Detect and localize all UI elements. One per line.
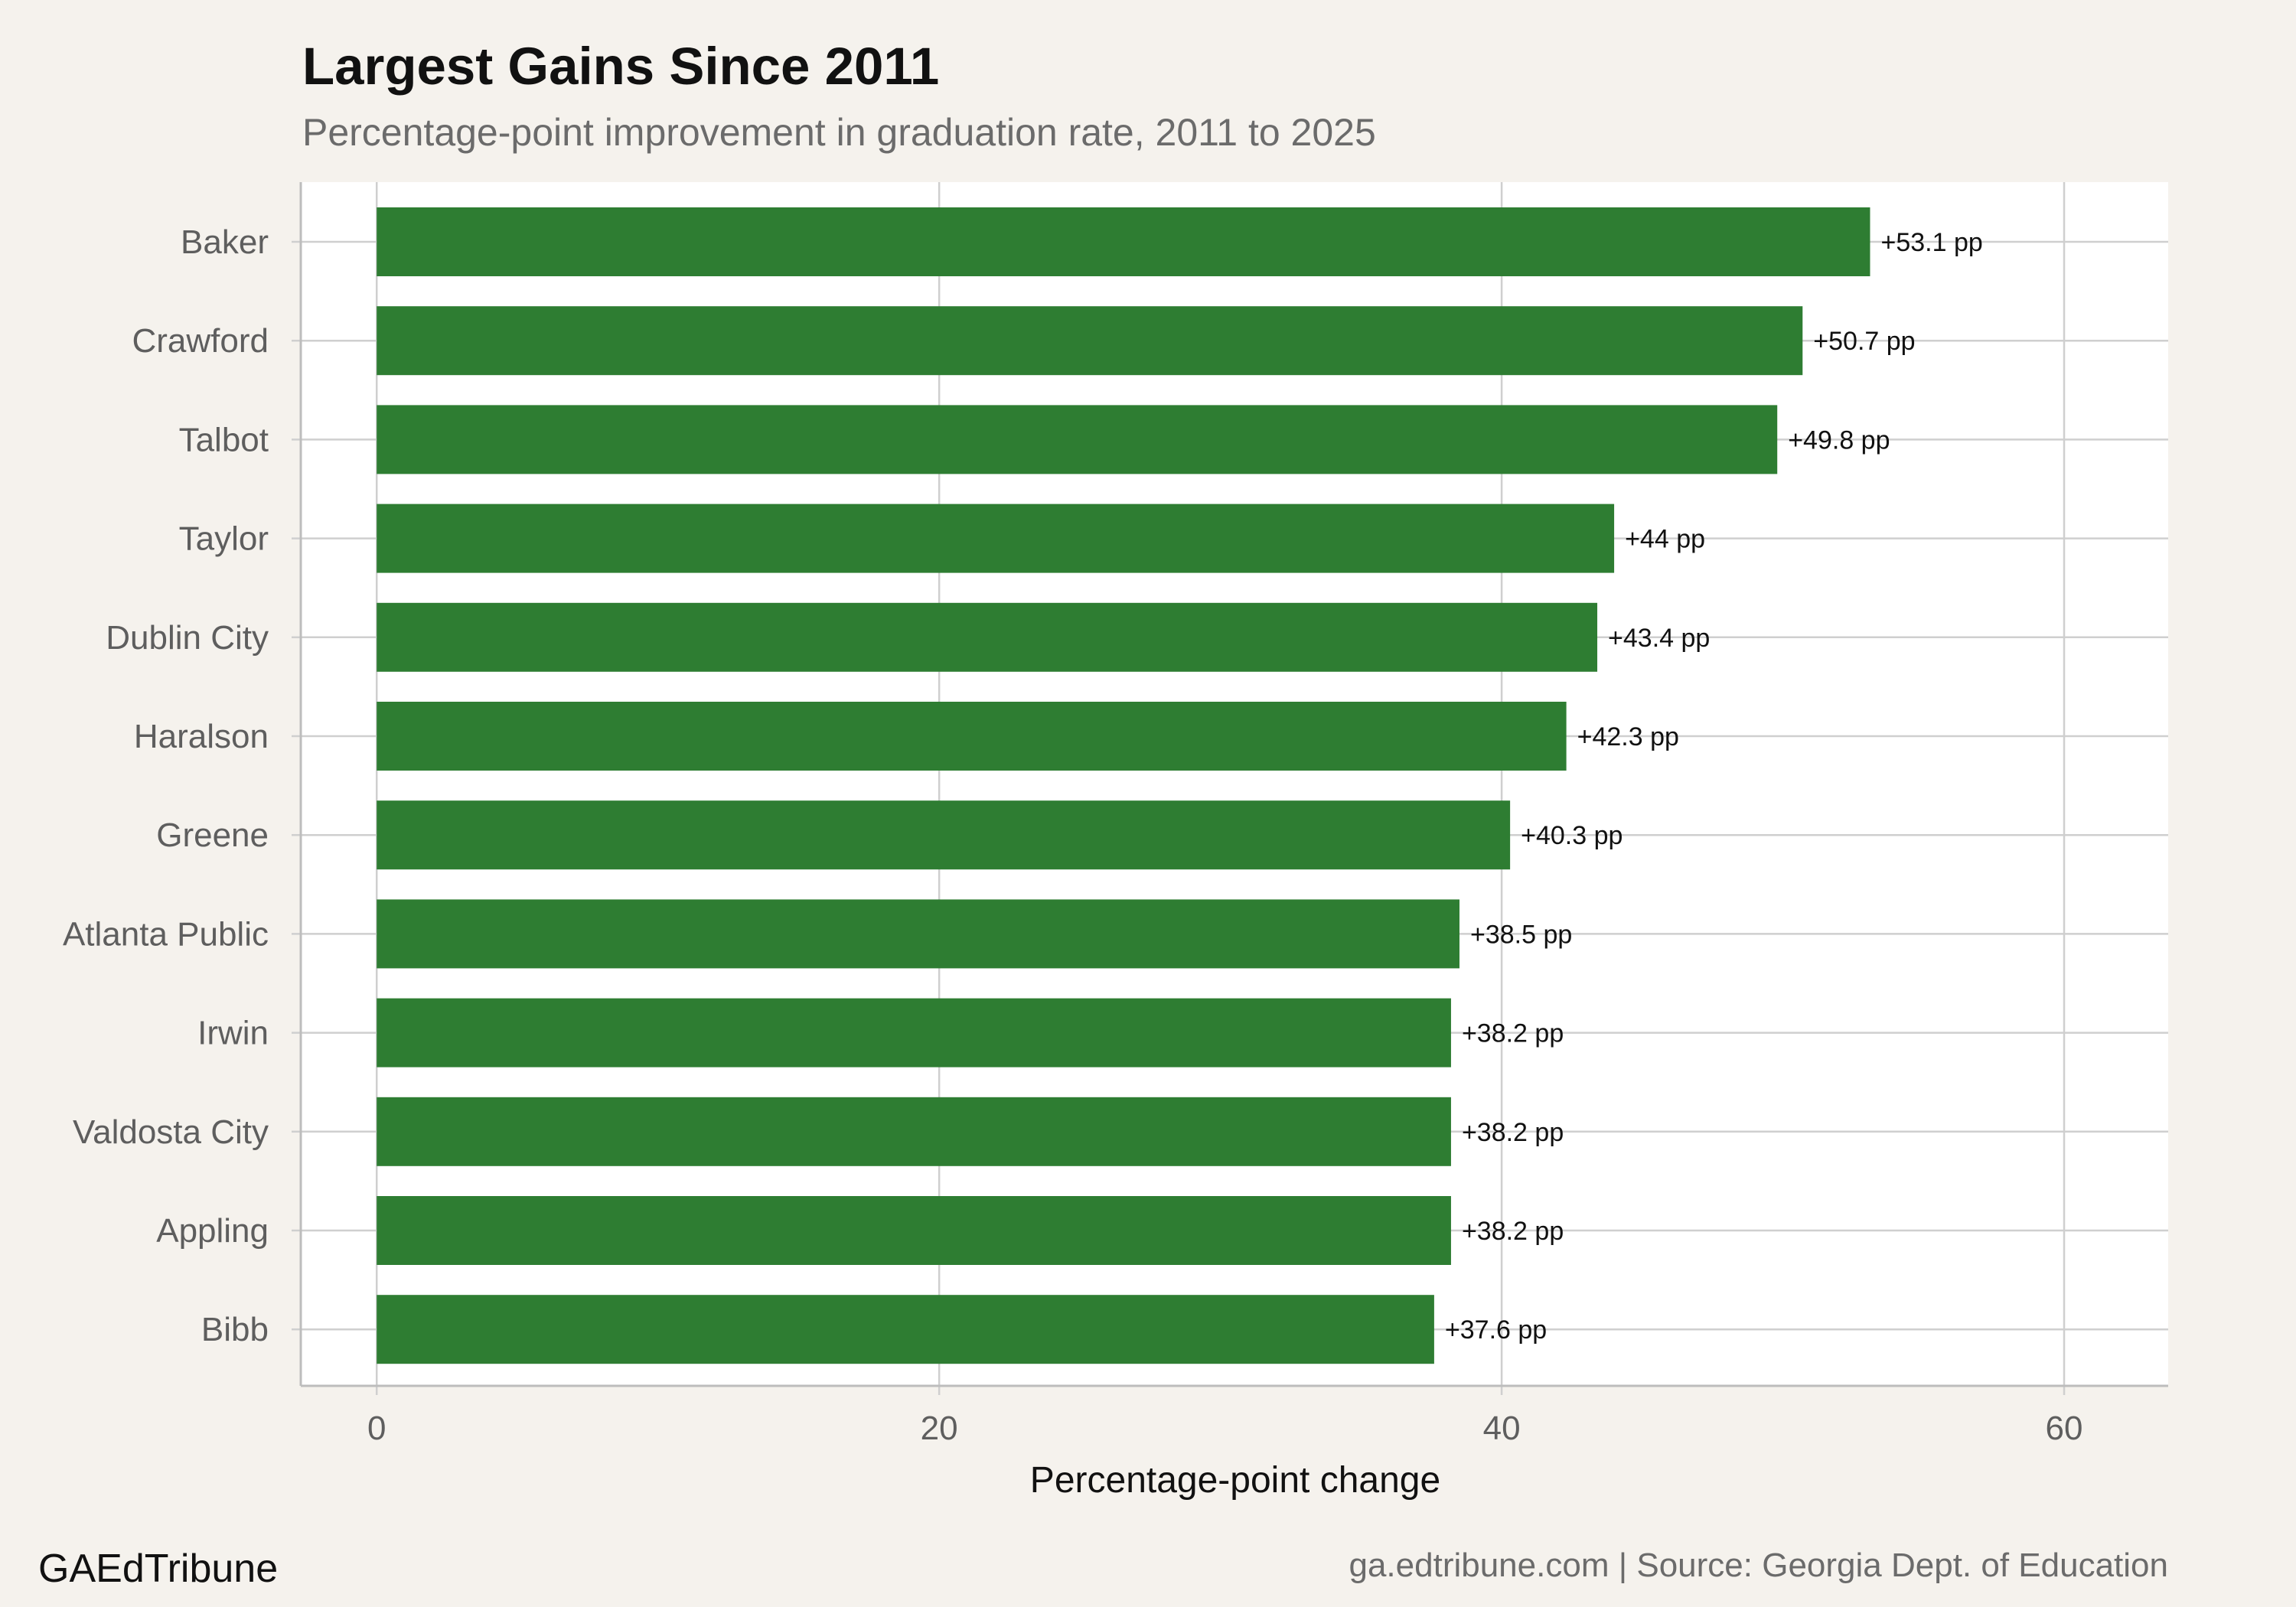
- x-tick-label: 40: [1483, 1410, 1521, 1447]
- x-tick-label: 0: [367, 1410, 386, 1447]
- bar-value-label: +38.5 pp: [1470, 920, 1572, 949]
- category-label: Valdosta City: [73, 1113, 269, 1151]
- category-label: Baker: [181, 223, 269, 261]
- bar-talbot: [377, 405, 1778, 474]
- bar-value-label: +38.2 pp: [1462, 1019, 1564, 1048]
- bar-baker: [377, 207, 1870, 276]
- category-labels: Baker Crawford Talbot Taylor Dublin City Hara…: [63, 223, 269, 1348]
- bar-value-label: +40.3 pp: [1521, 821, 1623, 850]
- bar-value-label: +37.6 pp: [1445, 1315, 1547, 1345]
- category-label: Greene: [156, 817, 269, 854]
- bar-appling: [377, 1196, 1451, 1265]
- bar-dublin-city: [377, 602, 1598, 672]
- x-tick-label: 20: [921, 1410, 958, 1447]
- category-label: Taylor: [179, 520, 269, 558]
- bar-value-label: +53.1 pp: [1880, 228, 1982, 257]
- bar-taylor: [377, 504, 1615, 573]
- x-axis: 0 20 40 60: [292, 182, 2168, 1447]
- bar-value-label: +49.8 pp: [1788, 425, 1890, 455]
- category-label: Dublin City: [106, 619, 269, 657]
- bar-irwin: [377, 998, 1451, 1068]
- bar-value-label: +38.2 pp: [1462, 1118, 1564, 1147]
- category-label: Crawford: [132, 322, 269, 360]
- bar-greene: [377, 800, 1511, 870]
- brand-logo-text: GAEdTribune: [38, 1547, 278, 1591]
- bar-haralson: [377, 702, 1567, 771]
- bars: [377, 207, 1870, 1364]
- x-tick-label: 60: [2046, 1410, 2083, 1447]
- category-label: Bibb: [201, 1311, 269, 1348]
- bar-value-label: +44 pp: [1625, 525, 1705, 554]
- category-label: Appling: [156, 1212, 269, 1250]
- bar-atlanta-public: [377, 899, 1459, 969]
- category-label: Atlanta Public: [63, 915, 269, 953]
- bar-crawford: [377, 306, 1803, 376]
- source-note: ga.edtribune.com | Source: Georgia Dept.…: [1349, 1547, 2168, 1584]
- chart-subtitle: Percentage-point improvement in graduati…: [302, 111, 1376, 154]
- bar-valdosta-city: [377, 1097, 1451, 1166]
- bar-value-label: +42.3 pp: [1577, 722, 1679, 751]
- category-label: Haralson: [134, 718, 269, 755]
- bar-value-label: +38.2 pp: [1462, 1217, 1564, 1246]
- bar-value-label: +43.4 pp: [1608, 624, 1710, 653]
- category-label: Talbot: [179, 421, 269, 458]
- bar-bibb: [377, 1295, 1434, 1364]
- x-axis-title: Percentage-point change: [1030, 1460, 1440, 1501]
- category-label: Irwin: [197, 1015, 269, 1052]
- plot-panel: [301, 182, 2168, 1386]
- bar-value-label: +50.7 pp: [1813, 327, 1915, 356]
- chart-title: Largest Gains Since 2011: [302, 37, 939, 96]
- data-labels: +53.1 pp +50.7 pp +49.8 pp +44 pp +43.4 pp +4…: [1445, 228, 1983, 1345]
